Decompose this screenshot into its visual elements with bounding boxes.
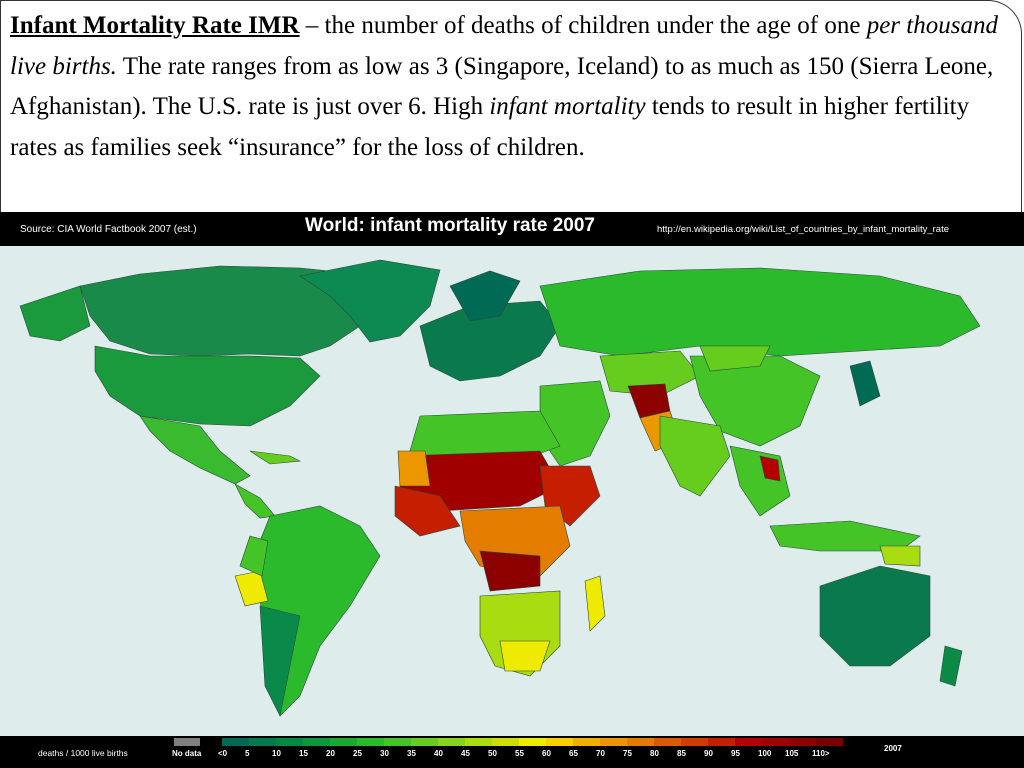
legend-swatch — [384, 738, 411, 746]
region-mexico — [139, 415, 251, 485]
legend-tick: 10 — [272, 749, 281, 758]
legend-nodata-swatch — [174, 738, 200, 746]
region-laos-cambodia — [759, 455, 781, 482]
legend-tick: 30 — [380, 749, 389, 758]
region-argentina-chile — [259, 605, 301, 717]
map-figure: Source: CIA World Factbook 2007 (est.) W… — [0, 212, 1024, 768]
region-mauritania — [397, 450, 431, 487]
legend-tick: <0 — [218, 749, 228, 758]
legend-tick: 55 — [515, 749, 524, 758]
legend-tick: 50 — [488, 749, 497, 758]
region-india — [659, 415, 731, 497]
emphasis-infant-mortality: infant mortality — [489, 93, 646, 120]
region-congo — [479, 550, 541, 592]
map-legend: deaths / 1000 live births No data 2007 <… — [0, 736, 1024, 768]
map-header: Source: CIA World Factbook 2007 (est.) W… — [0, 212, 1024, 246]
map-url: http://en.wikipedia.org/wiki/List_of_cou… — [657, 224, 950, 235]
region-madagascar — [584, 575, 606, 632]
legend-swatch — [519, 738, 546, 746]
region-japan — [849, 360, 881, 407]
legend-swatch — [573, 738, 600, 746]
world-map-svg — [19, 259, 981, 717]
legend-tick: 65 — [569, 749, 578, 758]
world-map — [0, 246, 1024, 736]
legend-year: 2007 — [884, 744, 902, 753]
region-papua — [879, 545, 921, 567]
definition-paragraph: Infant Mortality Rate IMR – the number o… — [10, 6, 1014, 168]
region-china — [689, 355, 821, 447]
legend-swatch — [600, 738, 627, 746]
legend-tick: 110> — [812, 749, 830, 758]
region-new-zealand — [939, 645, 963, 687]
conclusion-text: tends to result in higher fertility rate… — [10, 93, 970, 161]
legend-swatch — [465, 738, 492, 746]
range-text: The rate ranges from as low as 3 (Singap… — [10, 52, 994, 121]
legend-swatch — [276, 738, 303, 746]
legend-tick: 105 — [785, 749, 799, 758]
region-russia — [539, 267, 981, 357]
region-bolivia — [234, 570, 269, 607]
legend-swatch — [546, 738, 573, 746]
legend-swatch — [357, 738, 384, 746]
legend-swatch — [681, 738, 708, 746]
legend-tick: 5 — [245, 749, 250, 758]
legend-tick: 45 — [461, 749, 470, 758]
region-west-africa — [394, 485, 461, 537]
legend-swatch — [708, 738, 735, 746]
legend-tick: 80 — [650, 749, 659, 758]
emphasis-per-thousand: per thousand live births. — [10, 12, 998, 80]
legend-tick: 60 — [542, 749, 551, 758]
legend-swatch — [816, 738, 843, 746]
legend-tick: 70 — [596, 749, 605, 758]
region-scandinavia — [449, 270, 521, 322]
region-central-asia — [599, 350, 701, 397]
legend-tick: 35 — [407, 749, 416, 758]
legend-swatch — [438, 738, 465, 746]
legend-tick: 25 — [353, 749, 362, 758]
legend-swatch — [303, 738, 330, 746]
region-greenland — [299, 259, 441, 343]
region-central-america — [234, 483, 276, 519]
legend-tick: 95 — [731, 749, 740, 758]
legend-label: deaths / 1000 live births — [38, 748, 128, 758]
legend-tick: 40 — [434, 749, 443, 758]
legend-tick: 85 — [677, 749, 686, 758]
region-mongolia — [699, 345, 771, 372]
definition-text: – the number of deaths of children under… — [299, 12, 867, 39]
region-middle-east — [539, 380, 611, 467]
map-source: Source: CIA World Factbook 2007 (est.) — [20, 224, 197, 235]
legend-swatch — [222, 738, 249, 746]
legend-tick: 75 — [623, 749, 632, 758]
legend-swatch — [330, 738, 357, 746]
region-australia — [819, 565, 931, 667]
legend-tick: 20 — [326, 749, 335, 758]
legend-tick: 15 — [299, 749, 308, 758]
legend-swatch — [789, 738, 816, 746]
map-title: World: infant mortality rate 2007 — [305, 215, 595, 236]
slide-frame — [0, 0, 1022, 214]
legend-swatch — [627, 738, 654, 746]
legend-tick: 100 — [758, 749, 772, 758]
legend-swatch — [735, 738, 762, 746]
legend-swatch — [654, 738, 681, 746]
region-alaska — [19, 285, 91, 342]
term-heading: Infant Mortality Rate IMR — [10, 12, 300, 39]
region-usa — [94, 345, 321, 427]
legend-swatch — [411, 738, 438, 746]
region-peru — [239, 535, 269, 577]
legend-swatch — [249, 738, 276, 746]
region-caribbean — [249, 450, 302, 465]
legend-nodata-label: No data — [172, 749, 202, 758]
region-south-africa — [499, 640, 551, 672]
legend-tick: 90 — [704, 749, 713, 758]
legend-swatch — [492, 738, 519, 746]
legend-swatch — [762, 738, 789, 746]
